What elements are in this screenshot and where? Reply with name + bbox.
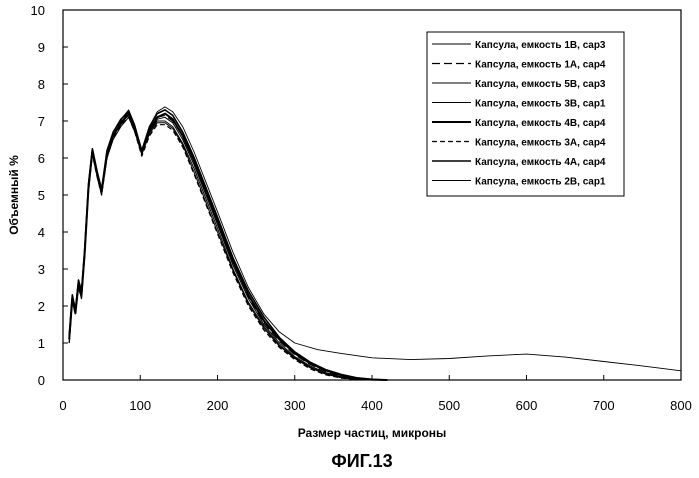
legend-label: Капсула, емкость 1В, cap3 [475,40,606,51]
x-tick-label: 600 [516,398,538,413]
x-tick-label: 0 [59,398,66,413]
y-tick-label: 3 [38,262,45,277]
legend-label: Капсула, емкость 4В, cap4 [475,118,606,129]
y-tick-label: 4 [38,225,45,240]
y-tick-label: 1 [38,336,45,351]
y-tick-label: 9 [38,40,45,55]
y-tick-label: 2 [38,299,45,314]
legend-label: Капсула, емкость 2В, cap1 [475,177,606,188]
y-axis-title: Объемный % [7,155,21,235]
legend-label: Капсула, емкость 5В, cap3 [475,79,606,90]
legend-box [427,32,624,196]
x-tick-label: 700 [593,398,615,413]
series-line-4 [69,115,372,380]
y-tick-label: 10 [31,3,45,18]
y-tick-label: 0 [38,373,45,388]
x-tick-label: 500 [438,398,460,413]
x-tick-label: 200 [207,398,229,413]
x-tick-label: 100 [129,398,151,413]
figure-caption: ФИГ.13 [331,451,392,471]
legend-label: Капсула, емкость 4А, cap4 [475,157,606,168]
y-tick-label: 8 [38,77,45,92]
series-line-1 [69,114,372,380]
legend-label: Капсула, емкость 3А, cap4 [475,138,606,149]
series-line-3 [69,117,372,380]
legend-label: Капсула, емкость 3В, cap1 [475,99,606,110]
x-tick-label: 300 [284,398,306,413]
y-tick-label: 7 [38,114,45,129]
series-line-6 [69,117,372,380]
legend-label: Капсула, емкость 1А, cap4 [475,60,606,71]
legend: Капсула, емкость 1В, cap3 Капсула, емкост… [427,32,624,196]
y-tick-label: 6 [38,151,45,166]
x-tick-label: 400 [361,398,383,413]
y-tick-label: 5 [38,188,45,203]
series-line-7 [69,110,387,380]
x-axis-title: Размер частиц, микроны [298,426,447,440]
x-tick-label: 800 [670,398,692,413]
